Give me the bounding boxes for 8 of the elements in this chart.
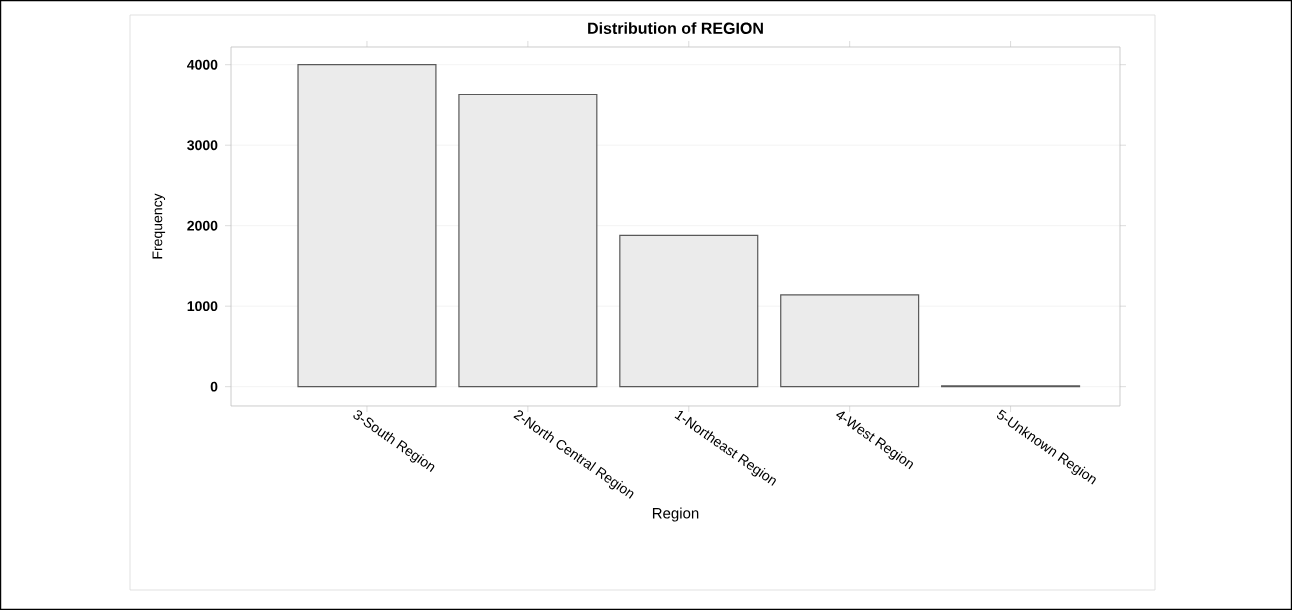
y-tick-label: 2000	[187, 220, 218, 231]
y-tick-label: 0	[210, 381, 218, 392]
chart-title: Distribution of REGION	[588, 22, 763, 34]
y-tick-label: 1000	[187, 301, 218, 312]
x-axis-title: Region	[652, 507, 699, 522]
y-tick-label: 4000	[187, 59, 218, 70]
y-tick-label: 3000	[187, 140, 218, 151]
y-axis-title: Frequency	[152, 193, 166, 259]
